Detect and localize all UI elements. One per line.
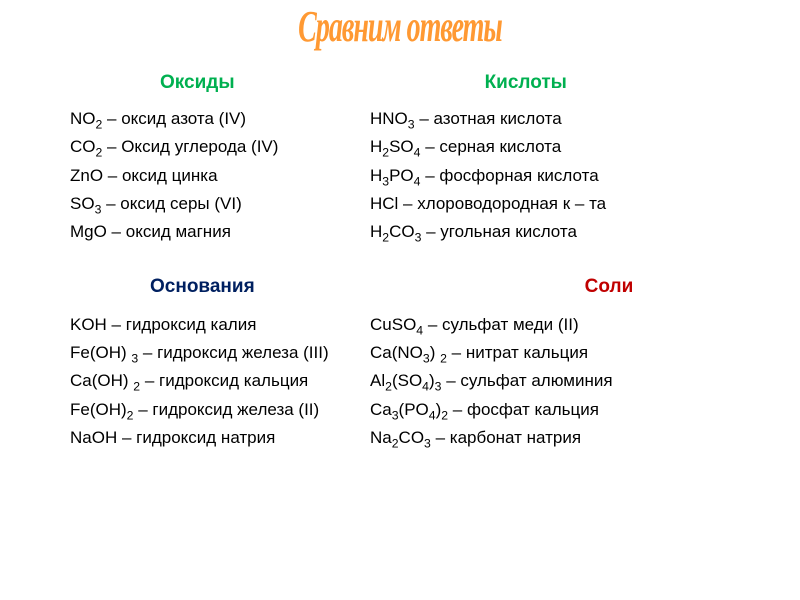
base-cell: KOH – гидроксид калия <box>70 312 370 340</box>
acid-cell: HNO3 – азотная кислота <box>370 106 562 134</box>
headers-row-1: Оксиды Кислоты <box>70 72 760 94</box>
list-item: NaOH – гидроксид натрияNa2CO3 – карбонат… <box>70 425 760 453</box>
acid-cell: HCl – хлороводородная к – та <box>370 191 606 219</box>
header-bases: Основания <box>150 276 255 298</box>
oxides-acids-list: NO2 – оксид азота (IV)HNO3 – азотная кис… <box>70 106 760 248</box>
acid-cell: H2SO4 – серная кислота <box>370 134 561 162</box>
salt-cell: Na2CO3 – карбонат натрия <box>370 425 581 453</box>
slide-title: Сравним ответы <box>298 2 502 53</box>
acid-cell: H2CO3 – угольная кислота <box>370 219 577 247</box>
list-item: NO2 – оксид азота (IV)HNO3 – азотная кис… <box>70 106 760 134</box>
list-item: MgO – оксид магнияH2CO3 – угольная кисло… <box>70 219 760 247</box>
header-salts: Соли <box>585 276 634 298</box>
base-cell: Fe(OH) 3 – гидроксид железа (III) <box>70 340 370 368</box>
header-acids: Кислоты <box>485 72 567 94</box>
oxide-cell: MgO – оксид магния <box>70 219 370 247</box>
oxide-cell: SO3 – оксид серы (VI) <box>70 191 370 219</box>
base-cell: NaOH – гидроксид натрия <box>70 425 370 453</box>
list-item: Fe(OH) 3 – гидроксид железа (III)Ca(NO3)… <box>70 340 760 368</box>
salt-cell: Ca(NO3) 2 – нитрат кальция <box>370 340 588 368</box>
list-item: SO3 – оксид серы (VI)HCl – хлороводородн… <box>70 191 760 219</box>
list-item: KOH – гидроксид калияCuSO4 – сульфат мед… <box>70 312 760 340</box>
bases-salts-list: KOH – гидроксид калияCuSO4 – сульфат мед… <box>70 312 760 454</box>
headers-row-2: Основания Соли <box>70 276 760 298</box>
list-item: Ca(OH) 2 – гидроксид кальцияAl2(SO4)3 – … <box>70 368 760 396</box>
list-item: CO2 – Оксид углерода (IV)H2SO4 – серная … <box>70 134 760 162</box>
oxide-cell: ZnO – оксид цинка <box>70 163 370 191</box>
oxide-cell: NO2 – оксид азота (IV) <box>70 106 370 134</box>
base-cell: Fe(OH)2 – гидроксид железа (II) <box>70 397 370 425</box>
salt-cell: Ca3(PO4)2 – фосфат кальция <box>370 397 599 425</box>
slide-content: Оксиды Кислоты NO2 – оксид азота (IV)HNO… <box>70 72 760 453</box>
acid-cell: H3PO4 – фосфорная кислота <box>370 163 599 191</box>
list-item: Fe(OH)2 – гидроксид железа (II)Ca3(PO4)2… <box>70 397 760 425</box>
salt-cell: CuSO4 – сульфат меди (II) <box>370 312 579 340</box>
header-oxides: Оксиды <box>160 72 235 94</box>
base-cell: Ca(OH) 2 – гидроксид кальция <box>70 368 370 396</box>
oxide-cell: CO2 – Оксид углерода (IV) <box>70 134 370 162</box>
list-item: ZnO – оксид цинкаH3PO4 – фосфорная кисло… <box>70 163 760 191</box>
salt-cell: Al2(SO4)3 – сульфат алюминия <box>370 368 613 396</box>
